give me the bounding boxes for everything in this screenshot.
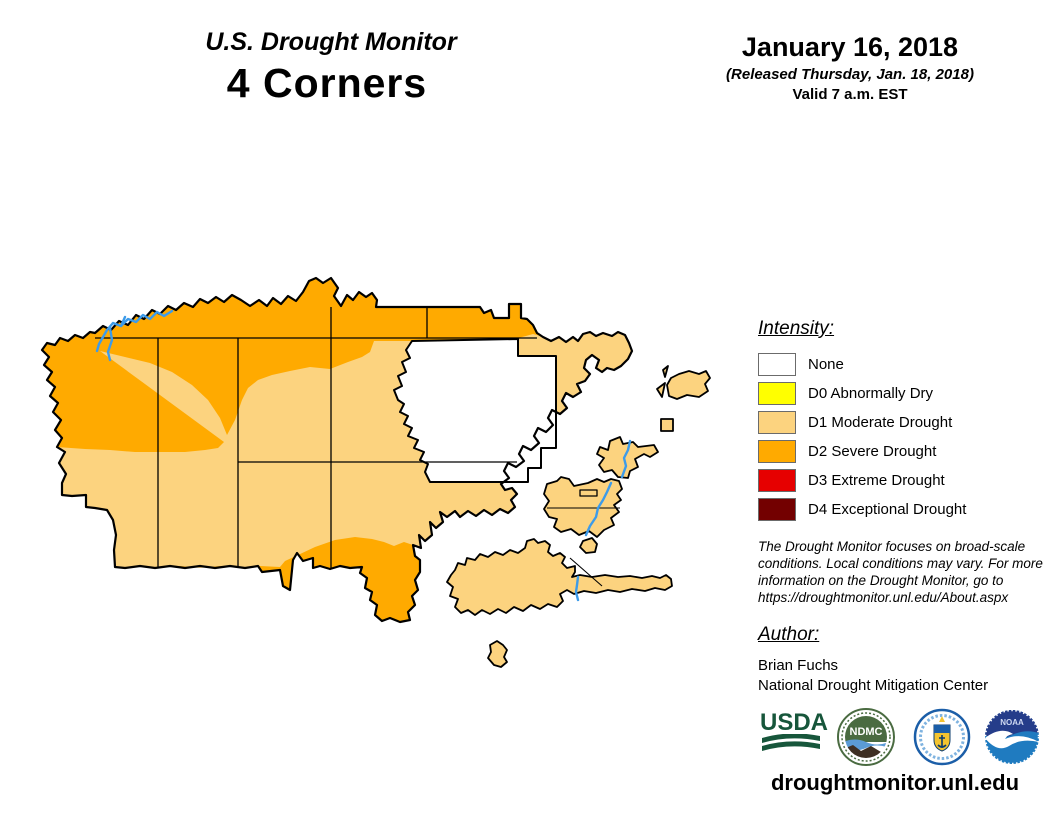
island-small-blob: [579, 537, 598, 554]
island-river-south: [543, 476, 623, 538]
map-main-body-outline: [40, 276, 634, 624]
disclaimer-line: https://droughtmonitor.unl.edu/About.asp…: [758, 590, 1009, 605]
region-title: 4 Corners: [226, 60, 428, 106]
legend-swatch-d3: [758, 469, 796, 492]
ndmc-wordmark: NDMC: [850, 726, 883, 738]
disclaimer-line: conditions. Local conditions may vary. F…: [758, 556, 1043, 571]
author-heading: Author:: [758, 624, 820, 645]
island-northeast-blob: [666, 370, 711, 400]
author-block: Author: Brian Fuchs National Drought Mit…: [758, 624, 1056, 696]
site-url: droughtmonitor.unl.edu: [770, 770, 1020, 795]
logo-row: USDA NDMC: [755, 706, 1055, 766]
island-northeast-triangle: [656, 382, 666, 398]
usda-swoosh-icon: [762, 733, 820, 751]
disclaimer-text: The Drought Monitor focuses on broad-sca…: [758, 538, 1056, 606]
river-northwest-branch2: [106, 326, 114, 362]
usda-logo: USDA: [760, 709, 829, 760]
river-northwest-branch: [119, 315, 127, 328]
valid-time: Valid 7 a.m. EST: [792, 86, 908, 103]
island-thin-bar: [579, 489, 598, 497]
boundary-line: [569, 557, 603, 587]
boundary-lines: [95, 307, 537, 568]
map-date: January 16, 2018: [741, 32, 959, 62]
island-bottom-small: [487, 640, 508, 668]
legend-row-d4: D4 Exceptional Drought: [758, 495, 1048, 524]
disclaimer-line: The Drought Monitor focuses on broad-sca…: [758, 539, 1026, 554]
noaa-wordmark: NOAA: [1000, 718, 1024, 727]
map-none-hole: [393, 338, 557, 483]
noaa-logo: NOAA: [984, 709, 1040, 765]
island-river-north: [596, 436, 659, 479]
island-southern-long: [446, 538, 673, 616]
rivers: [95, 309, 632, 602]
legend-label: D2 Severe Drought: [808, 443, 937, 460]
island-small-square: [660, 418, 674, 432]
legend-label: D3 Extreme Drought: [808, 472, 945, 489]
author-org: National Drought Mitigation Center: [758, 677, 989, 694]
legend-swatch-none: [758, 353, 796, 376]
commerce-seal: [913, 708, 971, 766]
island-boundary-lines: [547, 507, 620, 587]
disclaimer-line: information on the Drought Monitor, go t…: [758, 573, 1004, 588]
legend-row-d0: D0 Abnormally Dry: [758, 379, 1048, 408]
legend-row-d1: D1 Moderate Drought: [758, 408, 1048, 437]
river-island-tail: [574, 575, 580, 602]
ndmc-logo: NDMC: [837, 708, 895, 766]
legend-swatch-d0: [758, 382, 796, 405]
legend-swatch-d2: [758, 440, 796, 463]
river-island-south: [584, 481, 613, 537]
page-title: U.S. Drought Monitor: [205, 28, 457, 56]
date-block: January 16, 2018 (Released Thursday, Jan…: [700, 32, 1000, 103]
intensity-legend: Intensity: None D0 Abnormally Dry D1 Mod…: [758, 318, 1048, 524]
d1-islands: [446, 365, 711, 668]
legend-label: D4 Exceptional Drought: [808, 501, 967, 518]
legend-label: D0 Abnormally Dry: [808, 385, 934, 402]
legend-row-d3: D3 Extreme Drought: [758, 466, 1048, 495]
released-date: (Released Thursday, Jan. 18, 2018): [726, 66, 974, 83]
author-name: Brian Fuchs: [758, 657, 839, 674]
legend-label: D1 Moderate Drought: [808, 414, 953, 431]
island-northeast-sliver: [662, 365, 669, 378]
legend-swatch-d4: [758, 498, 796, 521]
river-northwest: [95, 309, 174, 353]
legend-heading: Intensity:: [758, 318, 835, 339]
legend-row-d2: D2 Severe Drought: [758, 437, 1048, 466]
river-island-north: [620, 439, 632, 479]
map-d1-region: [57, 332, 632, 568]
legend-row-none: None: [758, 350, 1048, 379]
legend-swatch-d1: [758, 411, 796, 434]
usda-wordmark: USDA: [760, 709, 829, 736]
legend-label: None: [808, 356, 844, 373]
